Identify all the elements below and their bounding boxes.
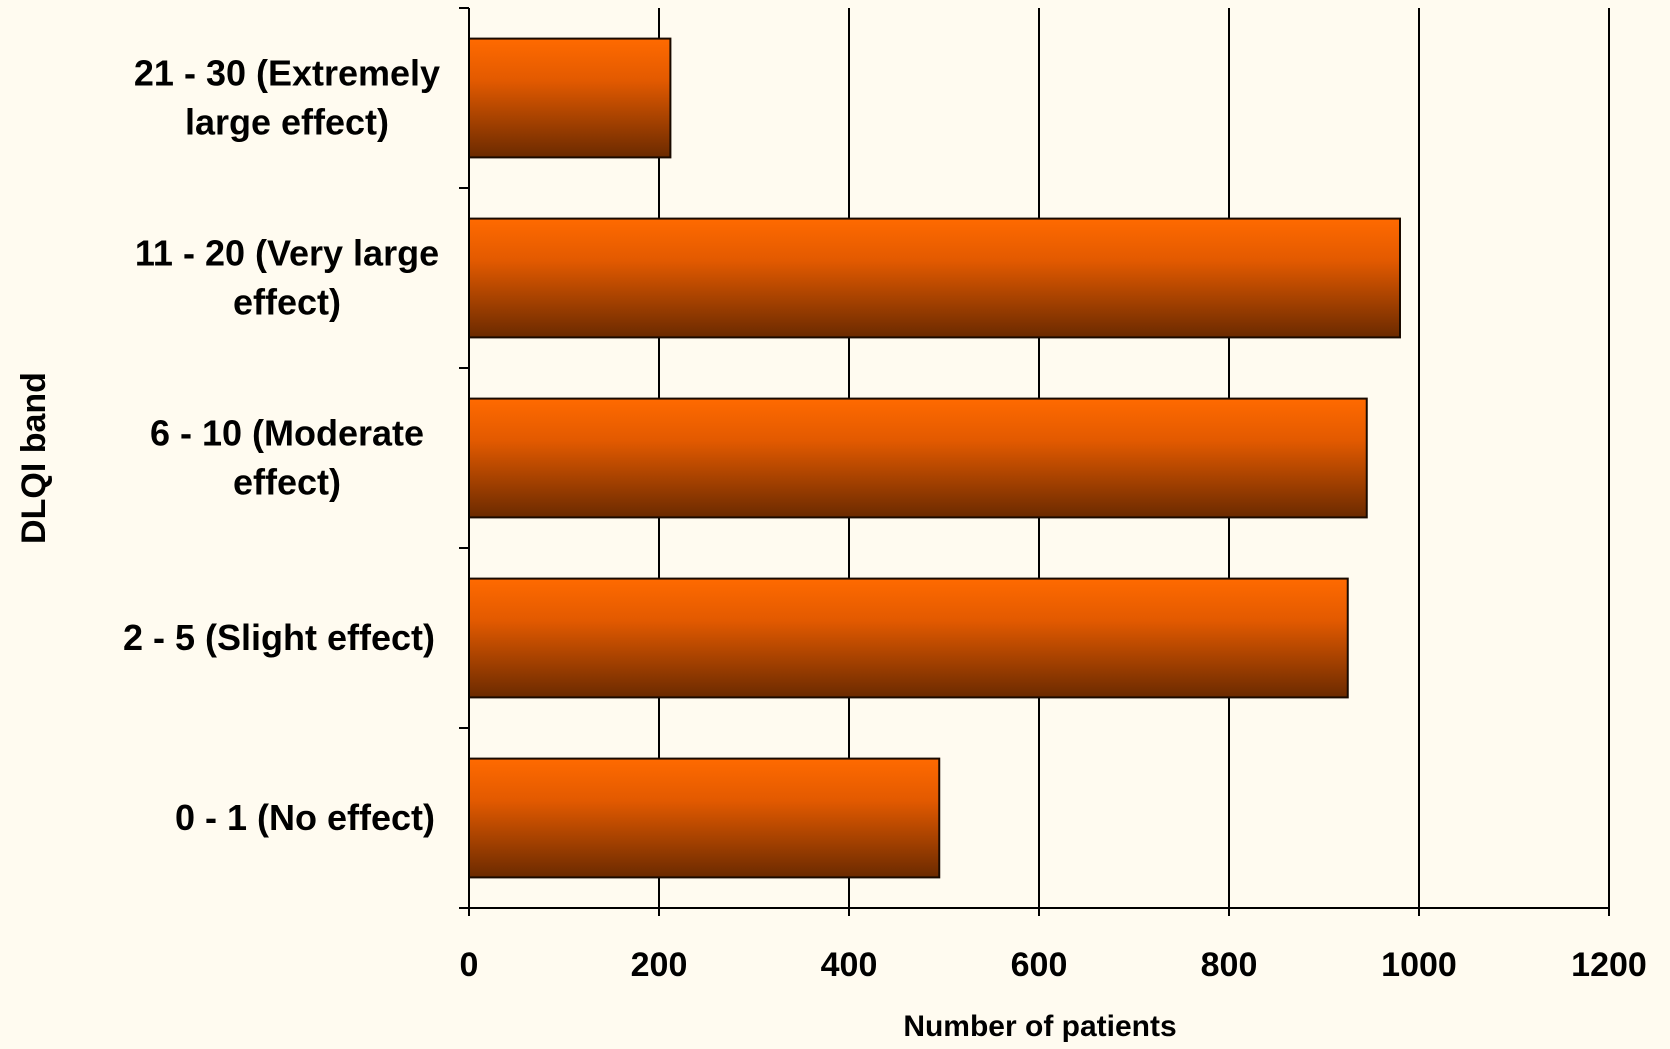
- x-tick-label: 200: [631, 946, 688, 984]
- x-tick-label: 800: [1201, 946, 1258, 984]
- bar: [468, 217, 1401, 339]
- category-label-line: effect): [233, 462, 341, 503]
- labels: 0 200 400 600 800 1000 1200 0 - 1 (No effect) 2 …: [123, 53, 1647, 985]
- category-label-line: 11 - 20 (Very large: [135, 233, 439, 274]
- x-tick-label: 400: [821, 946, 878, 984]
- category-label-line: effect): [233, 282, 341, 323]
- x-tick-label: 1000: [1381, 946, 1457, 984]
- category-label-line: 6 - 10 (Moderate: [150, 413, 424, 454]
- category-label: 21 - 30 (Extremely large effect): [134, 53, 440, 143]
- y-axis-title: DLQI band: [15, 372, 53, 544]
- x-axis-title: Number of patients: [903, 1010, 1176, 1043]
- bar: [468, 757, 941, 879]
- x-tick-label: 1200: [1571, 946, 1647, 984]
- bars: [468, 37, 1401, 879]
- x-tick-label: 0: [460, 946, 479, 984]
- category-label-line: 21 - 30 (Extremely: [134, 53, 440, 94]
- category-label: 11 - 20 (Very large effect): [135, 233, 439, 323]
- axes: [459, 7, 1610, 916]
- category-label-line: 0 - 1 (No effect): [175, 797, 435, 838]
- bar: [468, 577, 1349, 699]
- x-tick-label: 600: [1011, 946, 1068, 984]
- category-label-line: large effect): [185, 102, 389, 143]
- category-label: 0 - 1 (No effect): [175, 797, 435, 838]
- category-label-line: 2 - 5 (Slight effect): [123, 617, 435, 658]
- bar: [468, 397, 1368, 519]
- bar: [468, 37, 672, 159]
- category-label: 6 - 10 (Moderate effect): [150, 413, 424, 503]
- category-label: 2 - 5 (Slight effect): [123, 617, 435, 658]
